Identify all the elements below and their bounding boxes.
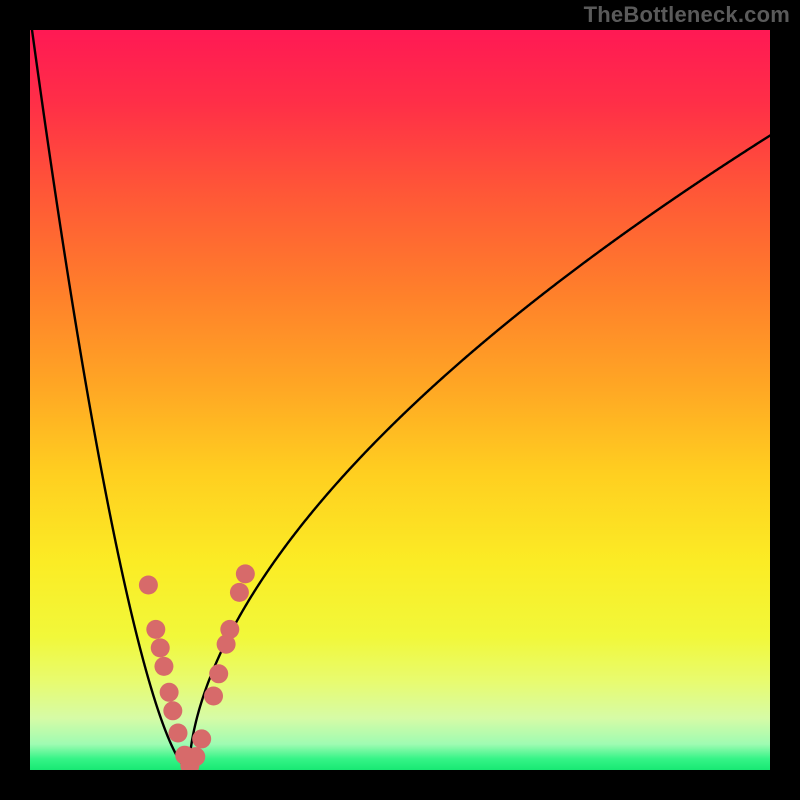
curve-marker [154, 657, 173, 676]
curve-marker [151, 638, 170, 657]
curve-marker [230, 583, 249, 602]
curve-marker [186, 747, 205, 766]
curve-marker [163, 701, 182, 720]
bottleneck-chart [0, 0, 800, 800]
curve-marker [204, 687, 223, 706]
curve-marker [192, 729, 211, 748]
curve-marker [160, 683, 179, 702]
curve-marker [146, 620, 165, 639]
curve-marker [169, 724, 188, 743]
curve-marker [220, 620, 239, 639]
curve-marker [209, 664, 228, 683]
curve-marker [236, 564, 255, 583]
gradient-background [30, 30, 770, 770]
curve-marker [139, 576, 158, 595]
watermark-text: TheBottleneck.com [584, 2, 790, 28]
